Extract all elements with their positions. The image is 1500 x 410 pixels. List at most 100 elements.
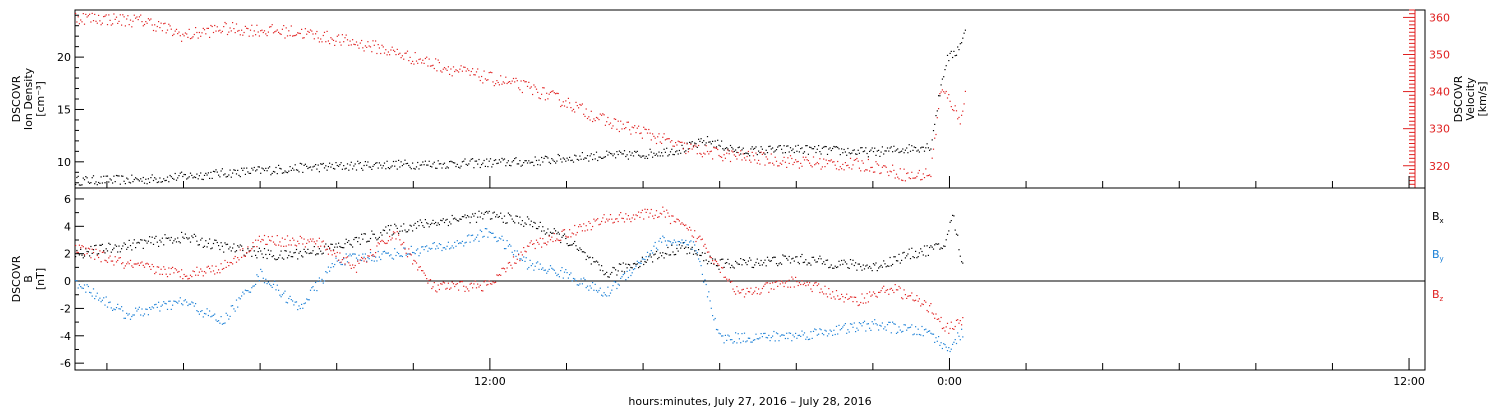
by-series-point [261, 270, 263, 273]
density-series-point [109, 178, 111, 180]
bz-series-point [875, 295, 877, 297]
bx-series-point [224, 242, 226, 244]
by-series-point [192, 302, 194, 304]
by-series-point [766, 337, 769, 339]
velocity-series-point [497, 81, 499, 84]
velocity-series-point [474, 74, 476, 76]
bz-series-point [181, 269, 183, 271]
bx-series-point [129, 245, 132, 247]
by-series-point [417, 248, 419, 250]
density-series-point [812, 148, 815, 150]
by-series-point [169, 300, 171, 302]
density-series-point [164, 180, 166, 182]
velocity-series-point [114, 18, 116, 20]
bx-series-point [918, 252, 920, 254]
bx-series-point [640, 260, 642, 262]
bx-series-point [740, 258, 742, 260]
density-series-point [511, 161, 513, 163]
bz-series-point [103, 251, 105, 253]
by-series-point [215, 319, 217, 321]
velocity-series-point [781, 163, 783, 165]
velocity-series-point [927, 174, 929, 177]
bz-series-point [108, 257, 110, 259]
bz-series-point [848, 297, 850, 300]
bx-series-point [881, 266, 883, 268]
bx-series-point [330, 243, 332, 245]
velocity-series-point [652, 133, 654, 135]
by-series-point [507, 245, 509, 247]
density-series-point [570, 159, 572, 162]
by-series-point [117, 303, 119, 305]
density-series-point [118, 175, 120, 177]
density-series-point [576, 158, 578, 160]
bz-series-point [348, 262, 350, 264]
density-series-point [339, 164, 341, 166]
by-series-point [584, 279, 586, 281]
bx-series-point [198, 244, 200, 246]
bz-series-point [87, 247, 89, 249]
density-series-point [149, 181, 151, 183]
velocity-series-point [590, 110, 592, 112]
bx-series-point [454, 217, 456, 219]
bx-series-point [746, 264, 748, 266]
bx-series-point [223, 251, 225, 253]
bz-series-point [183, 273, 185, 276]
bz-series-point [563, 229, 566, 231]
velocity-series-point [763, 152, 765, 154]
bx-series-point [729, 267, 732, 269]
bz-series-point [122, 262, 124, 264]
by-series-point [669, 241, 672, 243]
velocity-series-point [187, 36, 189, 38]
density-series-point [207, 172, 209, 174]
velocity-series-point [721, 156, 723, 158]
velocity-series-point [200, 35, 202, 37]
by-series-point [458, 242, 460, 245]
by-series-point [182, 304, 184, 306]
by-series-point [283, 292, 285, 294]
density-series-point [964, 29, 966, 31]
velocity-series-point [367, 41, 369, 43]
bz-series-point [124, 265, 126, 267]
density-axis-label: DSCOVRIon Density[cm⁻³] [10, 67, 47, 130]
density-series-point [284, 170, 286, 172]
bx-series-point [382, 229, 384, 231]
bx-series-point [662, 252, 664, 254]
bx-series-point [452, 218, 455, 220]
by-series-point [514, 250, 516, 252]
density-series-point [133, 178, 135, 181]
bx-series-point [483, 213, 485, 215]
density-series-point [435, 167, 437, 169]
velocity-series-point [306, 33, 308, 35]
bx-series-point [95, 244, 97, 246]
bz-series-point [530, 240, 532, 242]
bx-series-point [959, 255, 961, 257]
density-series-point [939, 95, 941, 97]
by-series-point [465, 241, 467, 243]
bz-series-point [289, 239, 291, 242]
velocity-series-point [288, 30, 290, 32]
by-series-point [749, 337, 751, 339]
bx-series-point [909, 258, 912, 260]
field-axis-label-line: B [22, 275, 35, 283]
bz-series-point [295, 245, 298, 247]
by-series-point [912, 334, 914, 336]
density-series-point [380, 164, 382, 166]
density-series-point [530, 161, 532, 163]
by-series-point [289, 295, 291, 297]
velocity-series-point [809, 162, 811, 164]
density-series-point [908, 144, 910, 146]
bz-series-point [212, 270, 215, 272]
density-series-point [321, 163, 323, 165]
velocity-series-point [371, 51, 373, 53]
density-series-point [715, 146, 718, 148]
density-series-point [835, 146, 838, 148]
by-series-point [592, 282, 594, 284]
by-series-point [541, 268, 543, 270]
velocity-series-point [210, 24, 212, 27]
by-series-point [743, 332, 746, 334]
bz-series-point [761, 287, 763, 290]
bz-series-point [473, 283, 475, 285]
density-series-point [543, 157, 545, 159]
velocity-series-point [862, 162, 864, 164]
bx-series-point [710, 262, 712, 264]
